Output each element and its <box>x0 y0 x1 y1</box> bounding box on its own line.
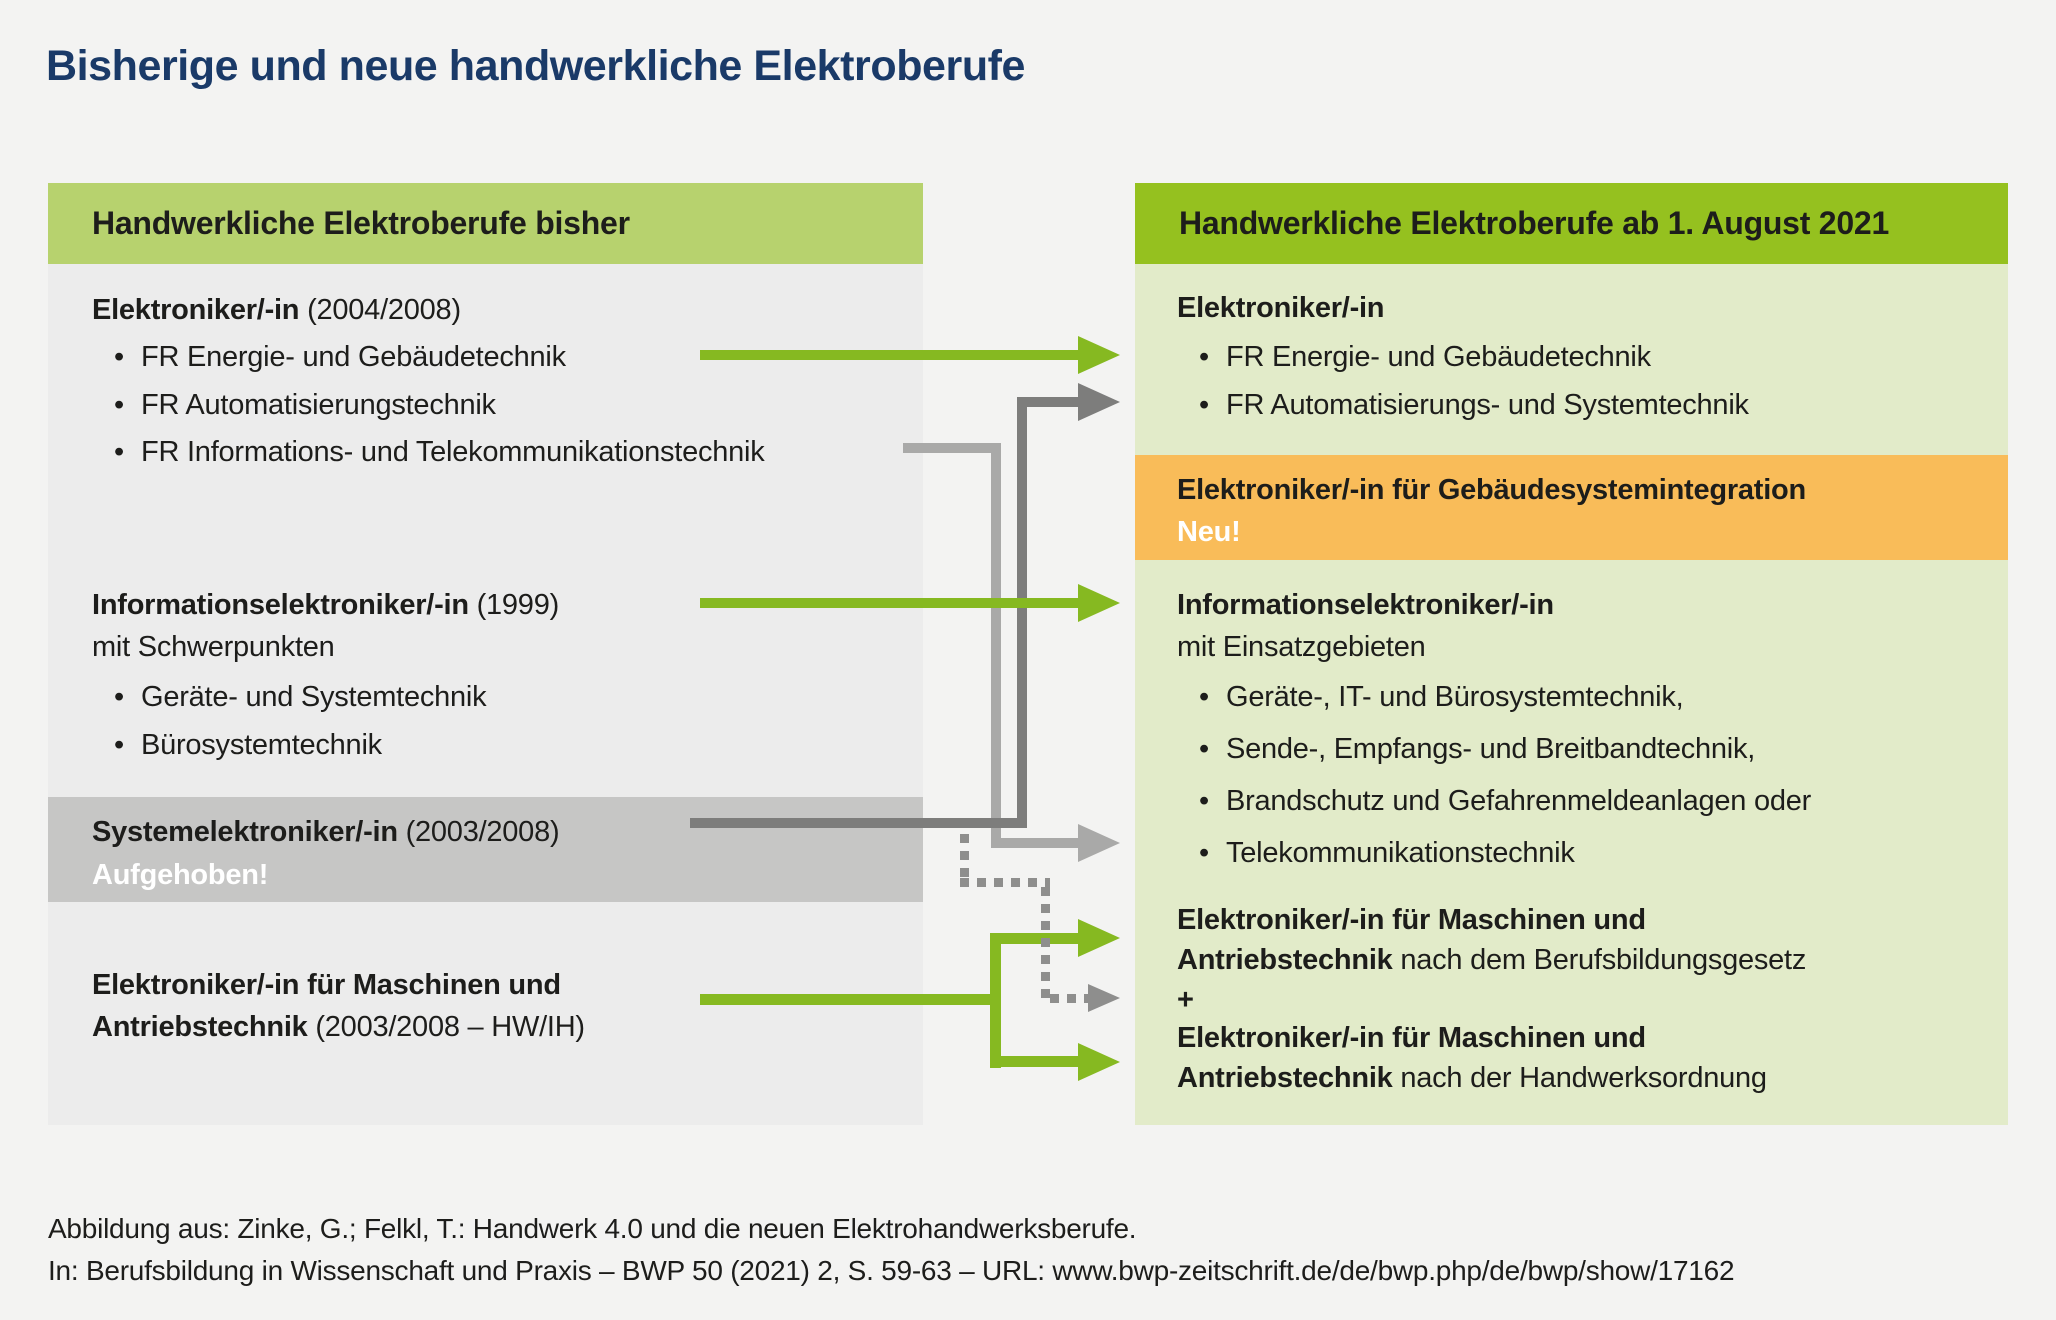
left-systemelektroniker-title: Systemelektroniker/-in (2003/2008) <box>92 815 560 849</box>
arrowhead-icon <box>1088 984 1120 1012</box>
left-informationselektroniker-title-bold: Informationselektroniker/-in <box>92 589 469 621</box>
left-maschinen-line2: Antriebstechnik (2003/2008 – HW/IH) <box>92 1010 585 1044</box>
right-bullet-brandschutz: • Brandschutz und Gefahrenmeldeanlagen od… <box>1199 784 1811 818</box>
bullet-icon: • <box>114 389 124 421</box>
right-gebaeudesystemintegration-title: Elektroniker/-in für Gebäudesystemintegr… <box>1177 474 1806 506</box>
arrow-line <box>690 818 1027 828</box>
footer-citation-line1: Abbildung aus: Zinke, G.; Felkl, T.: Han… <box>48 1213 1137 1244</box>
right-informationselektroniker-subtitle: mit Einsatzgebieten <box>1177 631 1426 663</box>
bullet-icon: • <box>1199 733 1209 765</box>
left-systemelektroniker-title-bold: Systemelektroniker/-in <box>92 816 398 848</box>
left-systemelektroniker-status: Aufgehoben! <box>92 859 269 891</box>
bullet-icon: • <box>114 436 124 468</box>
right-gebaeudesystemintegration-status: Neu! <box>1177 516 1241 548</box>
arrowhead-icon <box>1078 919 1120 957</box>
right-panel-body <box>1135 264 2008 1125</box>
left-panel-body <box>48 264 923 1125</box>
right-maschinen-line2-law: nach dem Berufsbildungsgesetz <box>1392 944 1807 976</box>
bullet-label: Brandschutz und Gefahrenmeldeanlagen ode… <box>1226 785 1812 817</box>
gebaeudesystemintegration-band <box>1135 455 2008 560</box>
bullet-label: FR Automatisierungstechnik <box>141 389 496 421</box>
arrow-line <box>903 443 1001 453</box>
bullet-icon: • <box>1199 341 1209 373</box>
bullet-label: Sende-, Empfangs- und Breitbandtechnik, <box>1226 733 1756 765</box>
left-panel-header: Handwerkliche Elektroberufe bisher <box>48 183 923 264</box>
right-bullet-fr-energie: • FR Energie- und Gebäudetechnik <box>1199 340 1651 374</box>
left-systemelektroniker-title-year: (2003/2008) <box>397 816 560 848</box>
right-maschinen-line2: Antriebstechnik nach dem Berufsbildungsg… <box>1177 943 1806 977</box>
arrow-line <box>1017 397 1078 407</box>
bullet-icon: • <box>114 341 124 373</box>
bullet-icon: • <box>1199 389 1209 421</box>
arrow-dotted-line <box>1041 887 1050 1003</box>
right-maschinen-line3: Elektroniker/-in für Maschinen und <box>1177 1022 1646 1054</box>
left-elektroniker-title-year: (2004/2008) <box>299 294 461 326</box>
bullet-label: Telekommunikationstechnik <box>1226 837 1575 869</box>
right-informationselektroniker-title: Informationselektroniker/-in <box>1177 589 1554 621</box>
left-panel-header-label: Handwerkliche Elektroberufe bisher <box>92 205 630 241</box>
arrow-line <box>700 350 1078 360</box>
arrowhead-icon <box>1078 584 1120 622</box>
arrow-dotted-line <box>960 878 1050 887</box>
left-informationselektroniker-title: Informationselektroniker/-in (1999) <box>92 588 559 622</box>
bullet-label: FR Energie- und Gebäudetechnik <box>1226 341 1651 373</box>
right-maschinen-line2-bold: Antriebstechnik <box>1177 944 1393 976</box>
right-bullet-sende-empfangs: • Sende-, Empfangs- und Breitbandtechnik, <box>1199 732 1755 766</box>
left-maschinen-line2-year: (2003/2008 – HW/IH) <box>307 1011 585 1043</box>
right-panel-header-label: Handwerkliche Elektroberufe ab 1. August… <box>1179 205 1890 241</box>
right-maschinen-line4-bold: Antriebstechnik <box>1177 1062 1393 1094</box>
left-bullet-fr-energie: • FR Energie- und Gebäudetechnik <box>114 340 566 374</box>
right-bullet-telekommunikation: • Telekommunikationstechnik <box>1199 836 1575 870</box>
arrow-dotted-line <box>960 834 969 886</box>
right-maschinen-line4-law: nach der Handwerksordnung <box>1392 1062 1767 1094</box>
bullet-label: Geräte-, IT- und Bürosystemtechnik, <box>1226 681 1684 713</box>
bullet-label: FR Energie- und Gebäudetechnik <box>141 341 566 373</box>
arrow-line <box>990 933 1078 944</box>
arrowhead-icon <box>1078 383 1120 421</box>
arrow-line <box>1017 397 1027 828</box>
bullet-icon: • <box>114 681 124 713</box>
left-elektroniker-title: Elektroniker/-in (2004/2008) <box>92 293 461 327</box>
left-bullet-buerosystemtechnik: • Bürosystemtechnik <box>114 728 382 762</box>
left-informationselektroniker-title-year: (1999) <box>468 589 560 621</box>
arrow-line <box>991 443 1001 848</box>
bullet-icon: • <box>114 729 124 761</box>
left-bullet-fr-informations: • FR Informations- und Telekommunikations… <box>114 435 765 469</box>
arrow-line <box>990 1056 1078 1067</box>
bullet-icon: • <box>1199 837 1209 869</box>
right-elektroniker-title: Elektroniker/-in <box>1177 292 1385 324</box>
arrow-line <box>700 598 1078 608</box>
left-informationselektroniker-subtitle: mit Schwerpunkten <box>92 631 335 663</box>
right-bullet-fr-automatisierung-system: • FR Automatisierungs- und Systemtechnik <box>1199 388 1749 422</box>
page-title: Bisherige und neue handwerkliche Elektro… <box>46 42 1026 90</box>
arrow-dotted-line <box>1050 994 1090 1003</box>
bullet-label: Bürosystemtechnik <box>141 729 382 761</box>
right-bullet-geraete-it: • Geräte-, IT- und Bürosystemtechnik, <box>1199 680 1684 714</box>
bullet-icon: • <box>1199 681 1209 713</box>
bullet-icon: • <box>1199 785 1209 817</box>
arrowhead-icon <box>1078 1043 1120 1081</box>
left-maschinen-line2-bold: Antriebstechnik <box>92 1011 308 1043</box>
right-maschinen-line1: Elektroniker/-in für Maschinen und <box>1177 904 1646 936</box>
systemelektroniker-band <box>48 797 923 902</box>
bullet-label: Geräte- und Systemtechnik <box>141 681 487 713</box>
bullet-label: FR Automatisierungs- und Systemtechnik <box>1226 389 1749 421</box>
right-panel-header: Handwerkliche Elektroberufe ab 1. August… <box>1135 183 2008 264</box>
bullet-label: FR Informations- und Telekommunikationst… <box>141 436 765 468</box>
right-maschinen-plus: + <box>1177 984 1194 1016</box>
left-elektroniker-title-bold: Elektroniker/-in <box>92 294 300 326</box>
left-bullet-geraete: • Geräte- und Systemtechnik <box>114 680 487 714</box>
arrow-line <box>990 933 1001 1068</box>
right-maschinen-line4: Antriebstechnik nach der Handwerksordnun… <box>1177 1061 1767 1095</box>
arrowhead-icon <box>1078 336 1120 374</box>
footer-citation-line2: In: Berufsbildung in Wissenschaft und Pr… <box>48 1255 1735 1286</box>
arrowhead-icon <box>1078 824 1120 862</box>
arrow-line <box>991 838 1078 848</box>
arrow-line <box>700 994 995 1005</box>
left-maschinen-line1: Elektroniker/-in für Maschinen und <box>92 969 561 1001</box>
left-bullet-fr-automatisierung: • FR Automatisierungstechnik <box>114 388 496 422</box>
